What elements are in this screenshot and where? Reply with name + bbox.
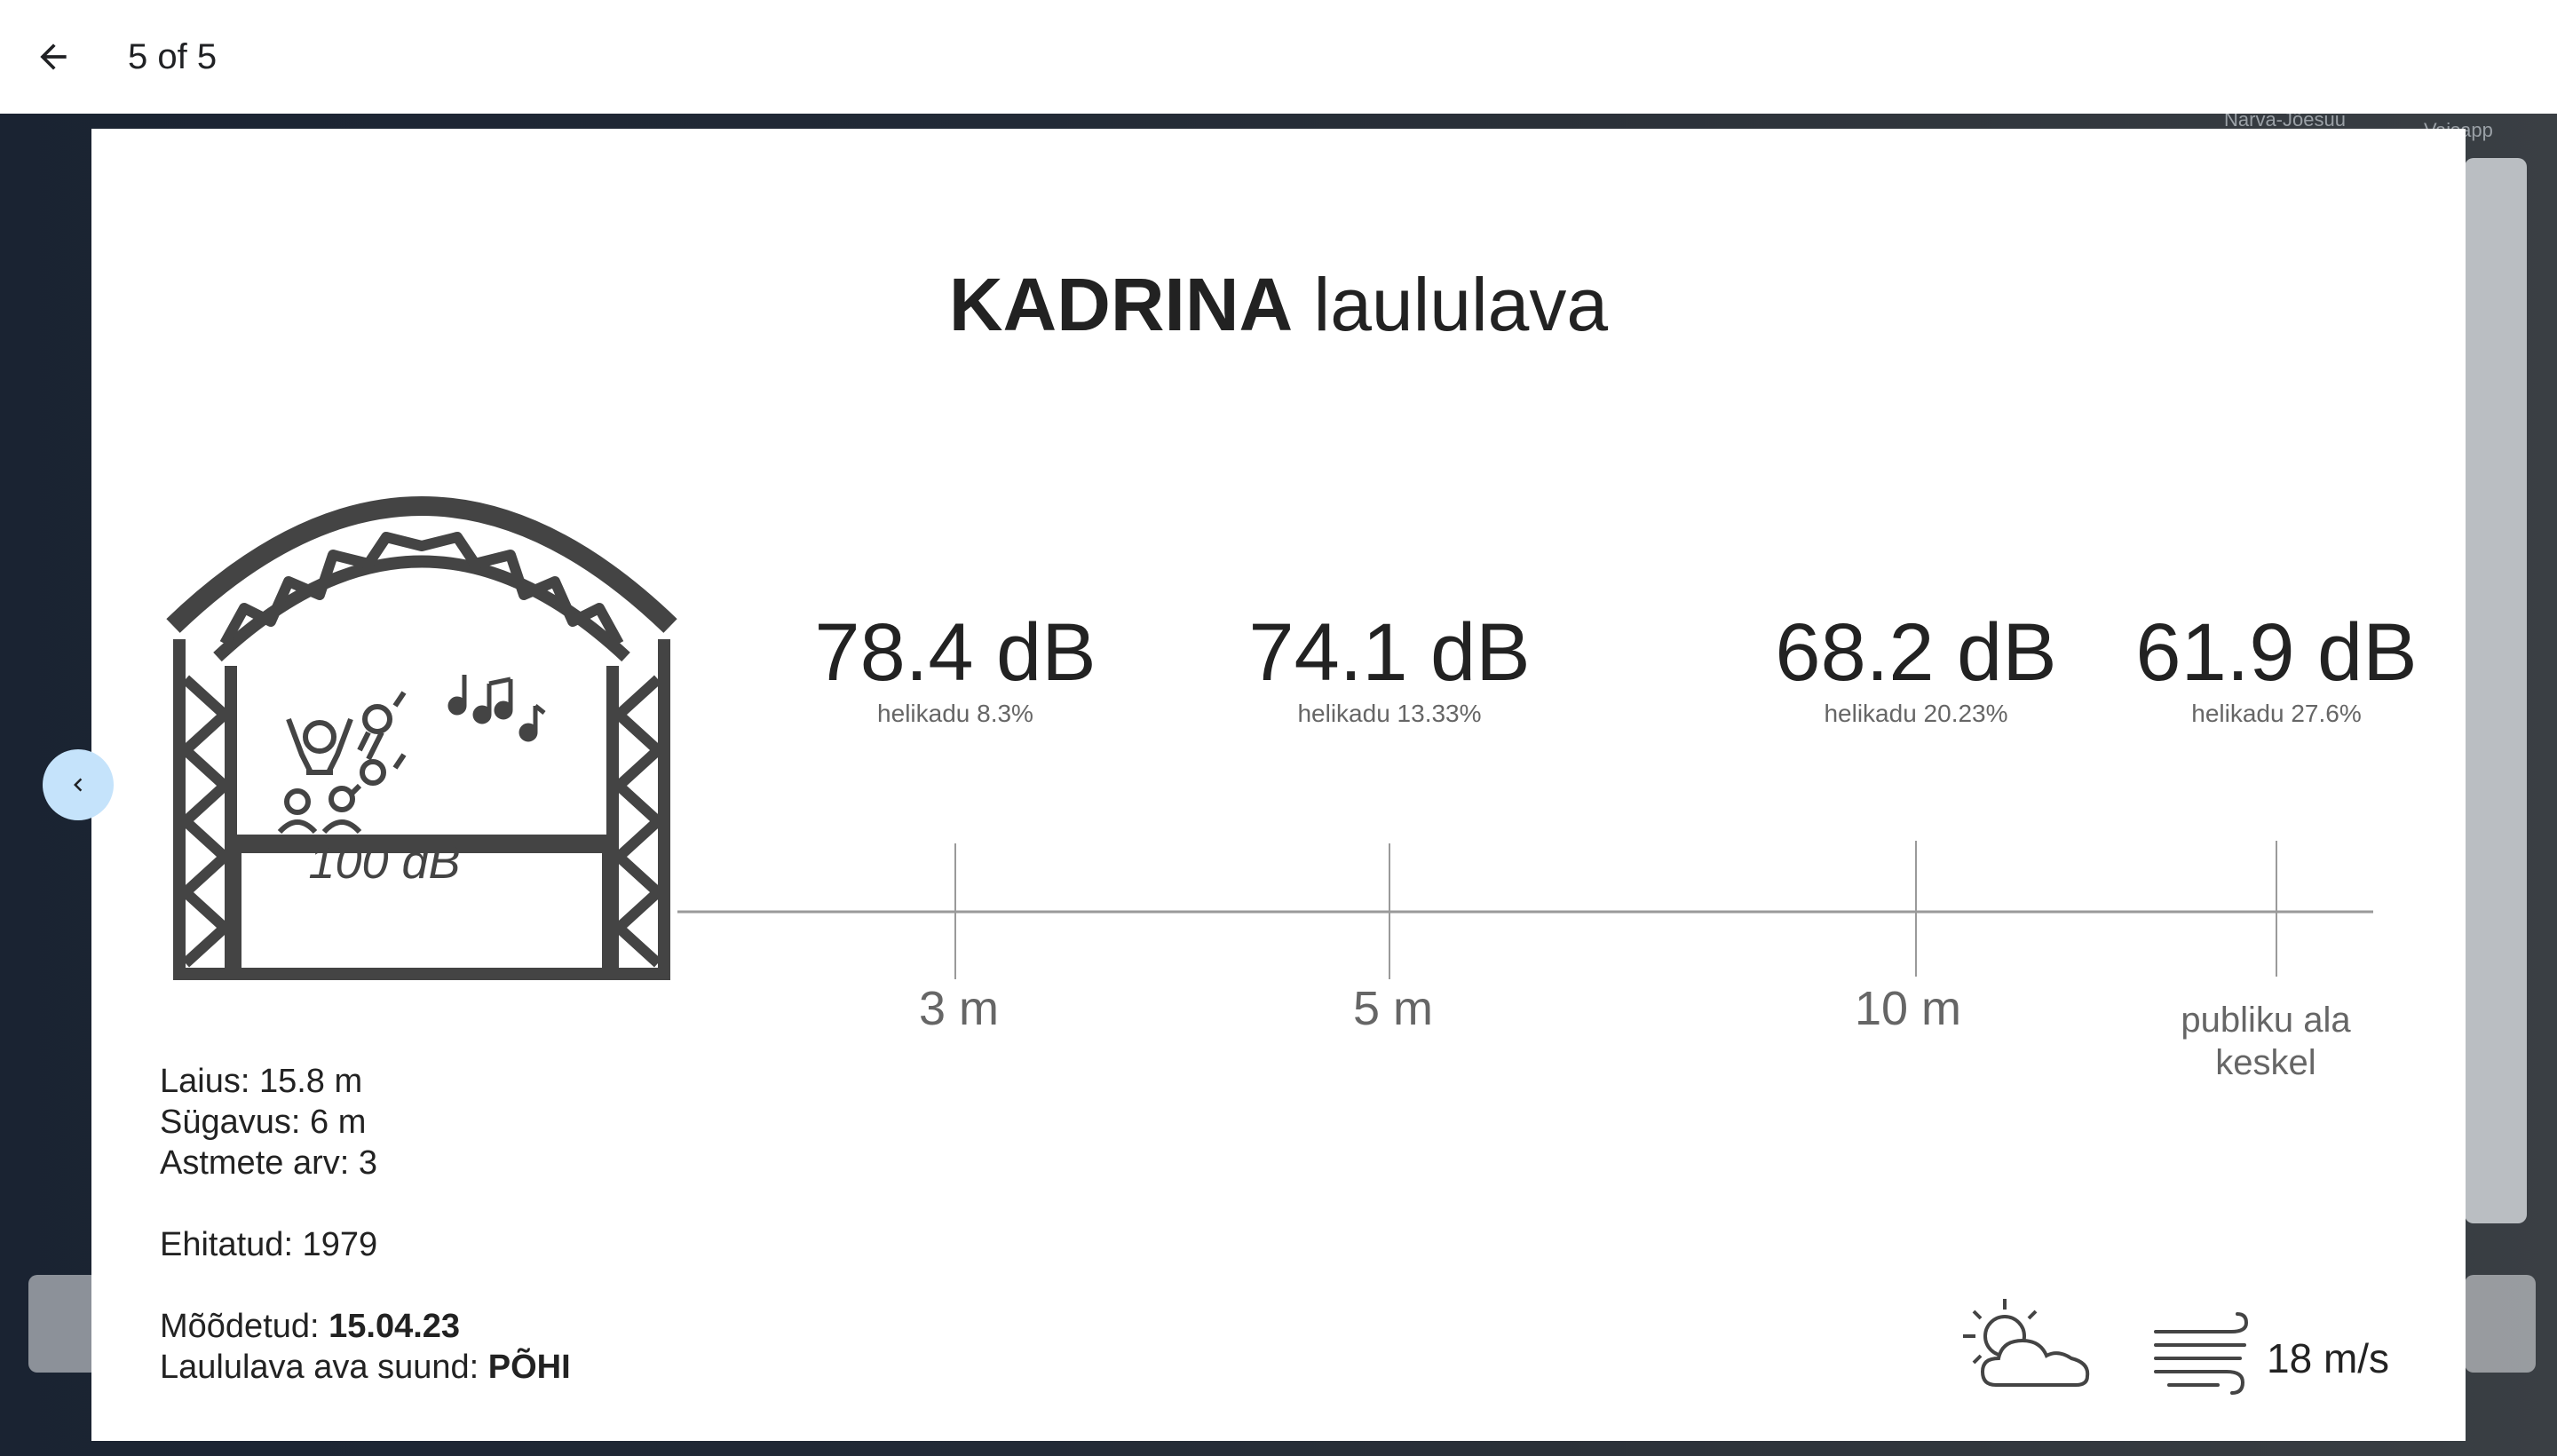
distance-label: 3 m	[918, 982, 1000, 1035]
measurement-value: 74.1 dB	[1248, 607, 1531, 698]
measurement-loss: helikadu 8.3%	[877, 700, 1033, 727]
measurement-value: 61.9 dB	[2135, 607, 2418, 698]
measurement-loss: helikadu 13.33%	[1297, 700, 1482, 727]
title-type: laululava	[1293, 263, 1609, 346]
measurement-value: 78.4 dB	[814, 607, 1096, 698]
distance-label: 10 m	[1854, 982, 1962, 1035]
map-place-label: Narva-Jõesuu	[2224, 114, 2346, 131]
info-measured: Mõõdetud: 15.04.23	[160, 1306, 460, 1347]
info-direction-label: Laululava ava suund:	[160, 1349, 488, 1386]
info-steps: Astmete arv: 3	[160, 1144, 377, 1182]
distance-label-line: publiku ala	[2181, 1001, 2351, 1040]
map-control	[2465, 1275, 2536, 1373]
viewer-header: 5 of 5	[0, 0, 2557, 114]
map-side-panel	[2465, 158, 2527, 1223]
slide-image: KADRINA laululava	[91, 129, 2466, 1441]
info-width: Laius: 15.8 m	[160, 1063, 363, 1100]
info-measured-value: 15.04.23	[329, 1308, 461, 1345]
measurement-loss: helikadu 27.6%	[2191, 700, 2362, 727]
info-measured-label: Mõõdetud:	[160, 1308, 329, 1345]
back-button[interactable]	[20, 23, 87, 91]
distance-axis	[677, 841, 2373, 979]
previous-image-button[interactable]	[43, 749, 114, 820]
distance-label-line: keskel	[2215, 1043, 2316, 1082]
chevron-left-icon	[74, 778, 83, 792]
arrow-back-icon	[40, 44, 67, 70]
slide-title: KADRINA laululava	[91, 262, 2466, 348]
page-counter: 5 of 5	[128, 37, 218, 76]
wind-speed: 18 m/s	[2267, 1335, 2390, 1381]
distance-label-audience: publiku ala keskel	[2133, 999, 2399, 1084]
distance-label: 5 m	[1352, 982, 1434, 1035]
title-venue: KADRINA	[948, 263, 1294, 346]
wind-icon	[2154, 1312, 2249, 1395]
info-direction: Laululava ava suund: PÕHI	[160, 1347, 571, 1388]
measurement-loss: helikadu 20.23%	[1824, 700, 2008, 727]
map-control	[28, 1275, 99, 1373]
info-depth: Sügavus: 6 m	[160, 1104, 367, 1141]
stage-icon	[166, 496, 677, 980]
partly-cloudy-icon	[1963, 1299, 2090, 1387]
info-direction-value: PÕHI	[487, 1349, 571, 1386]
stage-source-level: 100 dB	[308, 835, 461, 889]
measurement-value: 68.2 dB	[1775, 607, 2057, 698]
info-built: Ehitatud: 1979	[160, 1226, 378, 1263]
